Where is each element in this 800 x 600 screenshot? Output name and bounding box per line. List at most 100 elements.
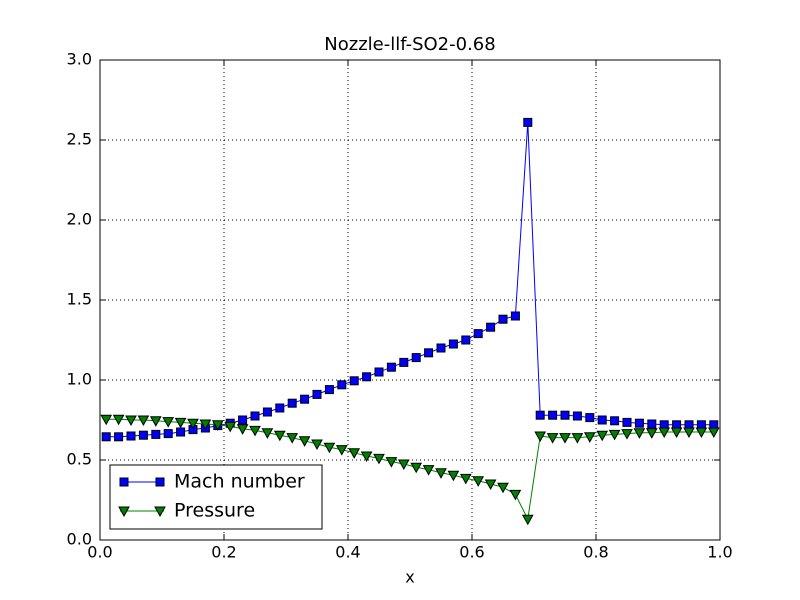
data-point — [125, 415, 137, 427]
data-point — [484, 479, 497, 491]
x-tick-label: 0.8 — [583, 543, 608, 562]
data-point — [459, 473, 472, 485]
y-tick-label: 1.0 — [67, 370, 92, 389]
y-tick-label: 0.0 — [67, 530, 92, 549]
x-tick-label: 1.0 — [707, 543, 732, 562]
data-point — [707, 427, 720, 439]
data-point — [286, 433, 299, 444]
data-point — [608, 429, 621, 441]
data-point — [137, 415, 150, 427]
x-tick-label: 0.2 — [211, 543, 236, 562]
y-tick-label: 0.5 — [67, 450, 92, 469]
data-point — [670, 427, 683, 439]
data-point — [410, 462, 423, 474]
data-point — [238, 415, 248, 425]
data-point — [621, 429, 633, 440]
data-point — [300, 394, 310, 404]
data-point — [151, 429, 161, 439]
data-point — [497, 482, 509, 494]
data-point — [149, 416, 162, 427]
data-point — [199, 419, 212, 431]
plot-frame — [99, 59, 721, 541]
data-point — [211, 420, 224, 431]
data-point — [335, 445, 348, 456]
legend-marker — [118, 506, 130, 518]
y-tick-label: 2.0 — [67, 210, 92, 229]
data-point — [224, 421, 237, 433]
data-point — [585, 413, 595, 423]
data-point — [534, 431, 547, 443]
data-point — [312, 389, 322, 399]
legend-box — [109, 464, 323, 530]
data-point — [311, 439, 323, 451]
data-point — [126, 431, 136, 441]
data-point — [385, 457, 398, 468]
data-point — [323, 442, 336, 454]
data-point — [374, 367, 384, 377]
data-point — [435, 468, 447, 479]
data-point — [249, 425, 261, 437]
data-point — [411, 353, 421, 363]
data-point — [261, 428, 274, 439]
data-point — [473, 329, 483, 339]
data-point — [509, 489, 522, 501]
data-point — [298, 436, 311, 447]
legend-label: Pressure — [174, 500, 255, 522]
data-point — [658, 427, 671, 439]
data-point — [100, 414, 113, 426]
data-point — [597, 415, 607, 425]
data-point — [236, 424, 249, 435]
data-point — [349, 376, 359, 386]
data-point — [596, 430, 609, 442]
x-tick-label: 0.6 — [459, 543, 484, 562]
data-point — [498, 314, 508, 324]
data-point — [287, 398, 297, 408]
data-point — [337, 380, 347, 390]
data-point — [610, 416, 620, 426]
y-tick-label: 1.5 — [67, 290, 92, 309]
data-point — [548, 410, 558, 420]
y-tick-label: 2.5 — [67, 130, 92, 149]
legend-marker — [155, 477, 165, 487]
data-point — [174, 417, 187, 429]
data-point — [138, 430, 148, 440]
data-point — [275, 403, 285, 413]
data-point — [362, 372, 372, 382]
data-point — [114, 432, 124, 442]
data-point — [683, 427, 695, 439]
data-point — [695, 427, 708, 439]
y-tick-label: 3.0 — [67, 50, 92, 69]
data-point — [559, 433, 571, 444]
data-point — [510, 311, 520, 321]
data-point — [101, 432, 111, 442]
data-point — [472, 476, 485, 487]
data-point — [647, 419, 657, 429]
data-point — [633, 428, 646, 439]
data-point — [571, 433, 584, 444]
data-point — [399, 357, 409, 367]
data-point — [360, 451, 373, 463]
legend-marker — [119, 477, 129, 487]
data-point — [645, 428, 658, 439]
data-point — [523, 117, 533, 127]
data-point — [262, 407, 272, 417]
data-point — [424, 348, 434, 358]
data-point — [572, 411, 582, 421]
legend-label: Mach number — [174, 471, 305, 493]
data-point — [250, 411, 260, 421]
data-point — [521, 514, 534, 526]
data-point — [583, 432, 596, 443]
data-point — [386, 362, 396, 372]
data-point — [546, 433, 559, 444]
data-point — [622, 417, 632, 427]
data-point — [348, 448, 361, 459]
data-point — [324, 385, 334, 395]
data-point — [436, 343, 446, 353]
data-point — [176, 427, 186, 437]
data-point — [163, 429, 173, 439]
data-point — [162, 417, 175, 428]
legend-marker — [154, 506, 166, 518]
data-point — [422, 465, 435, 476]
data-point — [448, 339, 458, 349]
